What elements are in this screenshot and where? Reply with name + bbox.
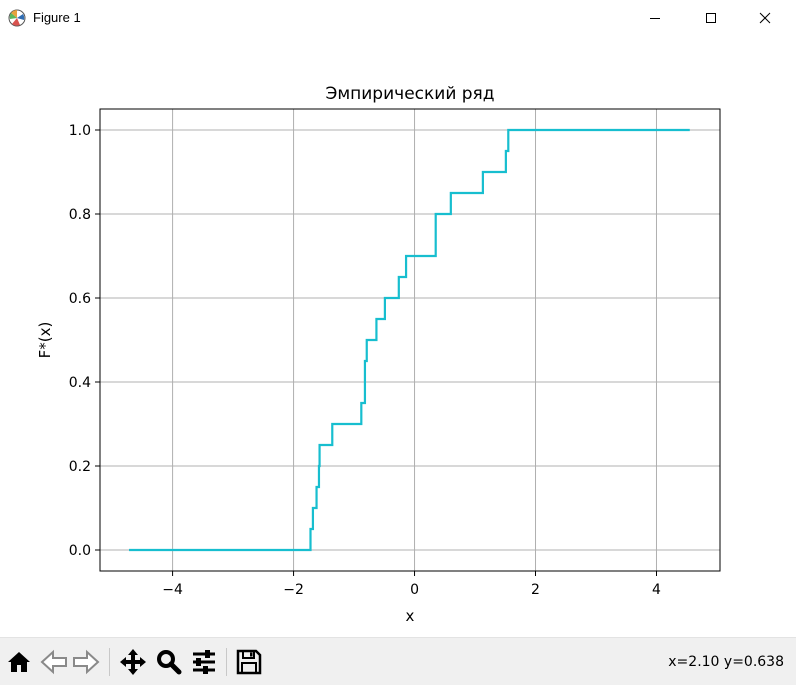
chart-svg: −4 −2 0 2 4 0.0 0.2 0.4 0.6 0.8 1.0 Эмпирический р…: [36, 84, 721, 625]
figure-canvas[interactable]: −4 −2 0 2 4 0.0 0.2 0.4 0.6 0.8 1.0 Эмпирический р…: [0, 36, 796, 636]
axes-frame: [99, 108, 721, 572]
save-button[interactable]: [233, 646, 265, 678]
zoom-magnifier-icon: [157, 650, 182, 675]
toolbar-separator: [226, 648, 227, 676]
cursor-coordinates: x=2.10 y=0.638: [668, 654, 784, 670]
y-axis-label: F*(x): [36, 322, 54, 359]
back-button[interactable]: [38, 646, 70, 678]
zoom-button[interactable]: [153, 646, 185, 678]
configure-subplots-icon: [193, 650, 215, 674]
y-tick-label: 0.6: [69, 291, 91, 307]
matplotlib-icon: [8, 9, 26, 27]
minimize-button[interactable]: [632, 0, 678, 36]
maximize-icon: [706, 13, 716, 23]
y-tick-label: 0.8: [69, 207, 91, 223]
x-tick-label: 0: [410, 582, 419, 598]
forward-arrow-icon: [73, 649, 100, 675]
window-titlebar: Figure 1: [0, 0, 796, 36]
data-line-layer: [129, 128, 690, 552]
close-button[interactable]: [742, 0, 788, 36]
x-tick-label: −4: [162, 582, 183, 598]
x-tick-label: 4: [652, 582, 661, 598]
close-icon: [759, 12, 771, 24]
y-tick-label: 0.2: [69, 459, 91, 475]
x-axis-label: x: [406, 607, 415, 625]
empirical-step-line: [129, 128, 690, 552]
x-tick-label: 2: [531, 582, 540, 598]
x-tick-label: −2: [283, 582, 304, 598]
pan-button[interactable]: [117, 646, 149, 678]
home-button[interactable]: [3, 646, 35, 678]
y-tick-label: 0.4: [69, 375, 91, 391]
minimize-icon: [650, 18, 660, 19]
save-icon: [236, 649, 262, 675]
maximize-button[interactable]: [688, 0, 734, 36]
forward-button[interactable]: [70, 646, 102, 678]
grid-lines: [100, 109, 720, 571]
navigation-toolbar: x=2.10 y=0.638: [0, 637, 796, 685]
y-tick-label: 1.0: [69, 123, 91, 139]
y-tick-label: 0.0: [69, 543, 91, 559]
chart-title: Эмпирический ряд: [325, 84, 494, 104]
toolbar-separator: [109, 648, 110, 676]
window-title: Figure 1: [33, 10, 81, 25]
ticks: −4 −2 0 2 4 0.0 0.2 0.4 0.6 0.8 1.0: [69, 123, 661, 598]
back-arrow-icon: [40, 649, 67, 675]
home-icon: [8, 652, 30, 672]
configure-subplots-button[interactable]: [188, 646, 220, 678]
pan-move-icon: [120, 649, 146, 675]
